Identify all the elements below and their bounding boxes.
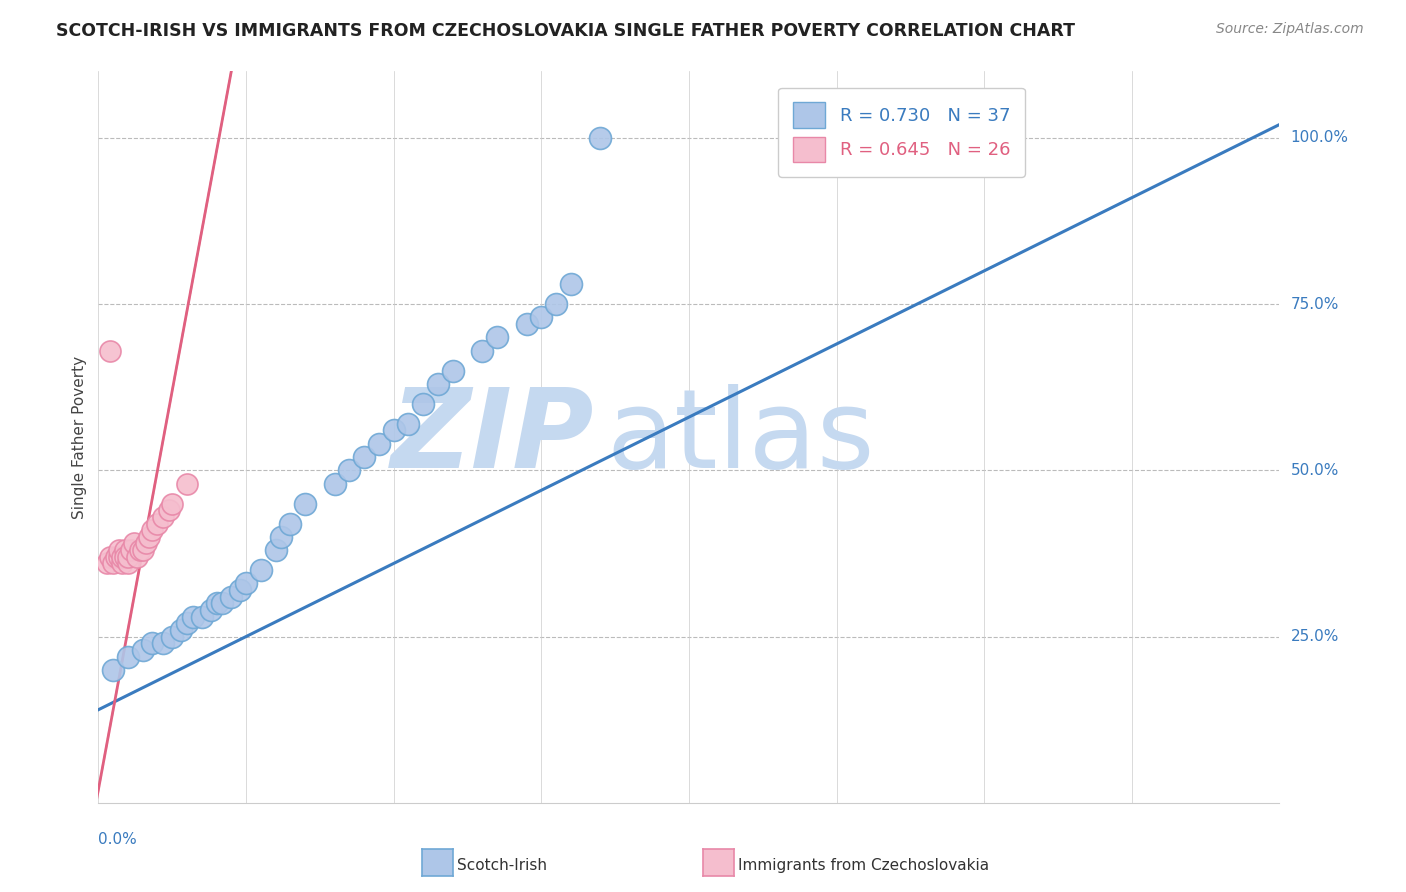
Point bbox=[441, 363, 464, 377]
Point bbox=[98, 549, 121, 564]
Point bbox=[108, 543, 131, 558]
Point bbox=[138, 530, 160, 544]
Point bbox=[205, 596, 228, 610]
Point bbox=[141, 523, 163, 537]
Point bbox=[337, 463, 360, 477]
Point bbox=[146, 516, 169, 531]
Point bbox=[111, 557, 134, 571]
Point bbox=[117, 549, 139, 564]
Point bbox=[125, 549, 148, 564]
Point bbox=[294, 497, 316, 511]
Point bbox=[176, 476, 198, 491]
Point bbox=[560, 277, 582, 292]
Text: ZIP: ZIP bbox=[391, 384, 595, 491]
Point bbox=[486, 330, 509, 344]
Point bbox=[471, 343, 494, 358]
Point bbox=[544, 297, 567, 311]
Point bbox=[264, 543, 287, 558]
Point bbox=[98, 343, 121, 358]
Text: 50.0%: 50.0% bbox=[1291, 463, 1339, 478]
Text: 0.0%: 0.0% bbox=[98, 832, 138, 847]
Point bbox=[368, 436, 391, 450]
Text: 100.0%: 100.0% bbox=[1291, 130, 1348, 145]
Text: Source: ZipAtlas.com: Source: ZipAtlas.com bbox=[1216, 22, 1364, 37]
Point bbox=[200, 603, 222, 617]
Point bbox=[530, 310, 553, 325]
Point bbox=[114, 549, 136, 564]
Legend: R = 0.730   N = 37, R = 0.645   N = 26: R = 0.730 N = 37, R = 0.645 N = 26 bbox=[779, 87, 1025, 177]
Point bbox=[235, 576, 257, 591]
Point bbox=[250, 563, 273, 577]
Point bbox=[515, 317, 537, 331]
Point bbox=[111, 549, 134, 564]
Point bbox=[353, 450, 375, 464]
Point bbox=[270, 530, 292, 544]
Point bbox=[103, 557, 125, 571]
Text: SCOTCH-IRISH VS IMMIGRANTS FROM CZECHOSLOVAKIA SINGLE FATHER POVERTY CORRELATION: SCOTCH-IRISH VS IMMIGRANTS FROM CZECHOSL… bbox=[56, 22, 1076, 40]
Point bbox=[152, 509, 174, 524]
Point bbox=[117, 649, 139, 664]
Point bbox=[412, 397, 434, 411]
Point bbox=[162, 630, 183, 644]
Point bbox=[382, 424, 405, 438]
Point bbox=[114, 543, 136, 558]
Point bbox=[152, 636, 174, 650]
Text: Scotch-Irish: Scotch-Irish bbox=[457, 858, 547, 872]
Point bbox=[128, 543, 150, 558]
Text: 75.0%: 75.0% bbox=[1291, 297, 1339, 311]
Point bbox=[229, 582, 252, 597]
Point bbox=[120, 543, 142, 558]
Point bbox=[181, 609, 204, 624]
Text: 25.0%: 25.0% bbox=[1291, 629, 1339, 644]
Point bbox=[219, 590, 242, 604]
Point bbox=[96, 557, 118, 571]
Point bbox=[103, 663, 125, 677]
Point bbox=[427, 376, 450, 391]
Point bbox=[396, 417, 419, 431]
Text: atlas: atlas bbox=[606, 384, 875, 491]
Point bbox=[323, 476, 346, 491]
Point bbox=[589, 131, 612, 145]
Point bbox=[176, 616, 198, 631]
Point bbox=[132, 643, 155, 657]
Point bbox=[162, 497, 183, 511]
Point bbox=[132, 543, 155, 558]
Point bbox=[122, 536, 145, 550]
Point bbox=[191, 609, 214, 624]
Point bbox=[141, 636, 163, 650]
Point bbox=[211, 596, 233, 610]
Y-axis label: Single Father Poverty: Single Father Poverty bbox=[72, 356, 87, 518]
Point bbox=[105, 549, 128, 564]
Point bbox=[135, 536, 157, 550]
Point bbox=[108, 549, 131, 564]
Text: Immigrants from Czechoslovakia: Immigrants from Czechoslovakia bbox=[738, 858, 990, 872]
Point bbox=[278, 516, 302, 531]
Point bbox=[157, 503, 180, 517]
Point bbox=[170, 623, 193, 637]
Point bbox=[117, 557, 139, 571]
